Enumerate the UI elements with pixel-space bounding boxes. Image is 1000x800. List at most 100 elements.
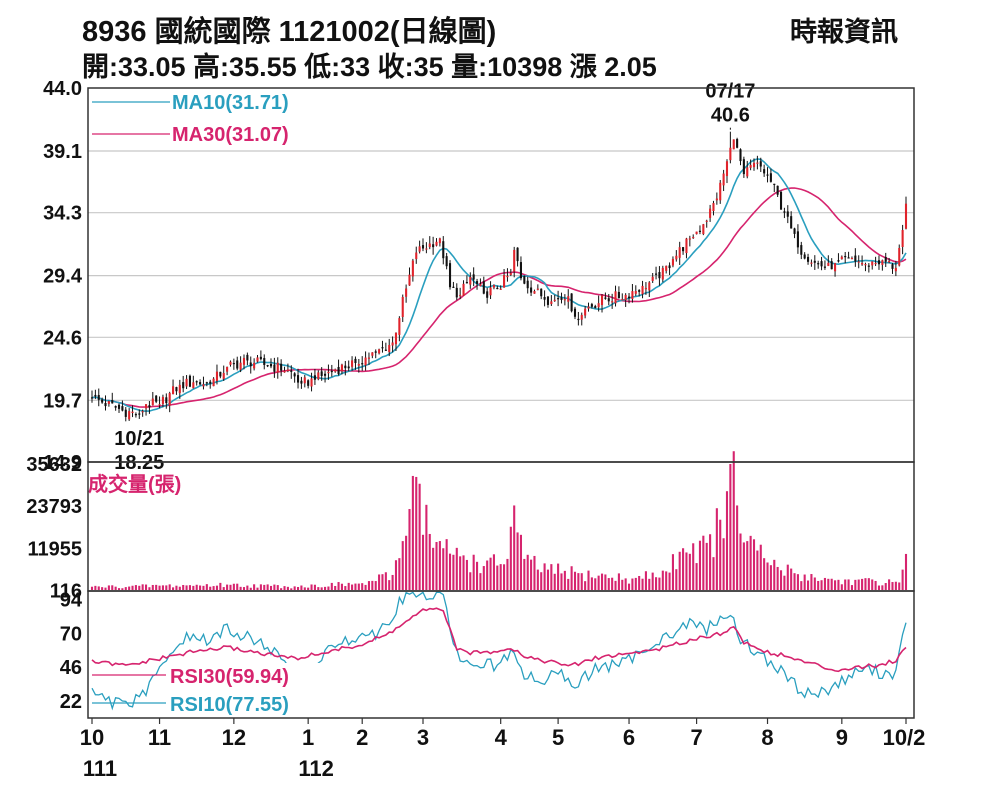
candle-body	[685, 238, 688, 254]
volume-bar	[310, 584, 313, 590]
ma30-line	[91, 187, 907, 408]
volume-bar	[536, 569, 539, 590]
volume-bar	[209, 586, 212, 590]
volume-bar	[334, 585, 337, 590]
candle-body	[388, 345, 391, 353]
candle-body	[398, 318, 401, 335]
candle-body	[594, 306, 597, 309]
candle-body	[840, 256, 843, 260]
legend-label: MA10(31.71)	[172, 92, 289, 114]
candle-body	[486, 291, 489, 298]
candle-body	[783, 211, 786, 213]
volume-bar	[563, 570, 566, 590]
volume-bar	[117, 588, 121, 590]
candle-body	[766, 174, 769, 176]
volume-bar	[864, 578, 867, 590]
candle-body	[452, 286, 455, 288]
candles	[90, 131, 908, 422]
candle-body	[857, 261, 860, 263]
candle-body	[131, 411, 134, 414]
volume-bar	[394, 560, 398, 590]
candle-body	[324, 373, 327, 376]
candle-body	[128, 411, 131, 420]
volume-bar	[769, 565, 772, 590]
candle-body	[661, 267, 664, 280]
volume-bar	[273, 584, 276, 590]
candle-body	[205, 382, 208, 384]
candle-body	[90, 397, 94, 399]
x-tick-label: 8	[761, 725, 773, 750]
volume-bar	[300, 585, 303, 590]
volume-bar	[739, 533, 742, 590]
rsi10-line	[91, 591, 907, 711]
candle-body	[739, 149, 742, 162]
candle-body	[354, 358, 357, 364]
volume-bar	[722, 538, 725, 590]
volume-bar	[398, 558, 401, 590]
candle-body	[746, 167, 749, 177]
candle-body	[482, 281, 485, 294]
volume-bar	[263, 584, 266, 590]
volume-bar	[800, 581, 803, 590]
price-tick-label: 29.4	[43, 266, 83, 288]
volume-bar	[736, 505, 739, 590]
candle-body	[823, 266, 826, 268]
candle-body	[148, 405, 151, 408]
rsi-panel-frame	[87, 590, 915, 719]
volume-bar	[773, 559, 776, 590]
volume-bar	[807, 580, 810, 590]
candle-body	[722, 173, 725, 186]
volume-bar	[202, 585, 205, 590]
legend-backdrop	[168, 663, 324, 688]
candle-body	[394, 332, 398, 345]
candle-body	[253, 362, 256, 369]
volume-bar	[530, 559, 533, 590]
volume-bar	[671, 554, 674, 590]
volume-tick-label: 116	[50, 581, 82, 603]
volume-bar	[685, 552, 688, 590]
x-tick-label: 6	[623, 725, 635, 750]
volume-bar	[874, 580, 877, 590]
annotation-price: 40.6	[711, 105, 750, 127]
candle-body	[709, 208, 712, 218]
candle-body	[104, 402, 107, 407]
candle-body	[634, 291, 637, 294]
candle-body	[749, 164, 752, 168]
candle-body	[246, 354, 249, 361]
volume-bar	[280, 588, 283, 590]
volume-bar	[604, 574, 607, 590]
volume-bar	[553, 573, 556, 590]
candle-body	[286, 369, 289, 371]
x-year-label: 111	[83, 756, 117, 781]
candle-body	[269, 363, 273, 367]
candle-body	[199, 382, 202, 385]
candle-body	[712, 203, 715, 212]
volume-bar	[465, 559, 468, 590]
candle-body	[266, 365, 269, 367]
ma30-layer	[91, 187, 907, 408]
candle-body	[168, 393, 171, 406]
candle-body	[202, 384, 205, 387]
candle-body	[813, 260, 816, 263]
candle-body	[864, 264, 867, 266]
volume-bar	[617, 573, 620, 590]
volume-bar	[817, 580, 820, 590]
volume-bar	[759, 544, 762, 590]
volume-bar	[648, 578, 651, 590]
x-tick-label: 12	[222, 725, 246, 750]
volume-bar	[455, 547, 458, 590]
volume-bar	[638, 575, 641, 590]
volume-bar	[840, 584, 843, 590]
x-tick-label: 10	[80, 725, 104, 750]
candle-body	[877, 260, 881, 265]
candle-body	[796, 231, 799, 248]
volume-bar	[624, 578, 627, 590]
volume-bar	[445, 539, 448, 590]
volume-bar	[428, 533, 431, 590]
candle-body	[172, 386, 175, 395]
volume-bar	[357, 583, 360, 590]
candle-body	[101, 399, 104, 403]
volume-bar	[567, 578, 570, 590]
volume-bar	[776, 566, 779, 590]
volume-bar	[313, 584, 316, 590]
